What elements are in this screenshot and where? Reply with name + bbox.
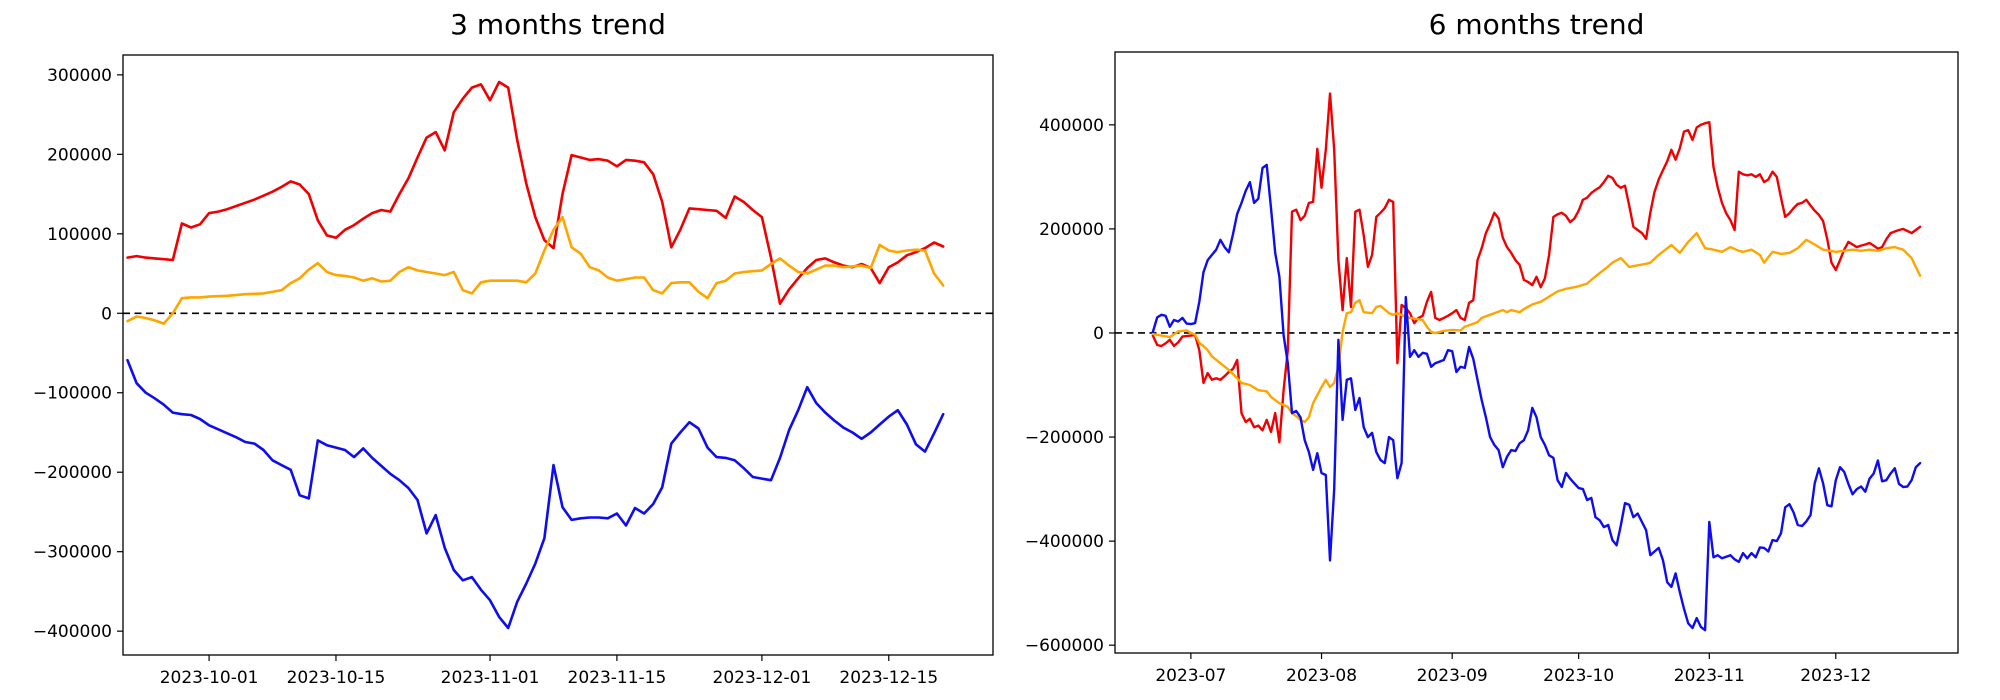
x-tick-label: 2023-12 bbox=[1800, 666, 1871, 686]
x-tick-label: 2023-10-01 bbox=[160, 668, 259, 688]
x-tick-label: 2023-11-15 bbox=[568, 668, 667, 688]
plot-border bbox=[122, 54, 994, 656]
y-tick-label: −600000 bbox=[1025, 636, 1104, 656]
chart-title-6-months: 6 months trend bbox=[1428, 8, 1645, 41]
x-tick-label: 2023-09 bbox=[1417, 666, 1488, 686]
x-tick-label: 2023-07 bbox=[1155, 666, 1226, 686]
x-tick-label: 2023-08 bbox=[1286, 666, 1357, 686]
x-tick-label: 2023-12-15 bbox=[839, 668, 938, 688]
y-tick-label: 200000 bbox=[47, 145, 112, 165]
series-line-orange-chart1 bbox=[1151, 231, 1922, 424]
y-tick-label: 300000 bbox=[47, 66, 112, 86]
plot-border bbox=[1114, 51, 1959, 654]
series-line-red-chart0 bbox=[126, 80, 945, 306]
y-tick-label: −400000 bbox=[1025, 532, 1104, 552]
y-tick-label: 0 bbox=[101, 304, 112, 324]
x-tick-label: 2023-10-15 bbox=[287, 668, 386, 688]
y-tick-label: −200000 bbox=[33, 463, 112, 483]
y-tick-label: −200000 bbox=[1025, 428, 1104, 448]
series-line-orange-chart0 bbox=[126, 215, 945, 325]
x-tick-label: 2023-10 bbox=[1543, 666, 1614, 686]
y-tick-label: −300000 bbox=[33, 543, 112, 563]
series-line-red-chart1 bbox=[1151, 92, 1922, 444]
x-tick-label: 2023-11-01 bbox=[441, 668, 540, 688]
y-tick-label: 100000 bbox=[47, 225, 112, 245]
y-tick-label: 400000 bbox=[1039, 116, 1104, 136]
y-tick-label: 0 bbox=[1093, 324, 1104, 344]
x-tick-label: 2023-12-01 bbox=[713, 668, 812, 688]
x-tick-label: 2023-11 bbox=[1674, 666, 1745, 686]
y-tick-label: −100000 bbox=[33, 384, 112, 404]
y-tick-label: −400000 bbox=[33, 622, 112, 642]
y-tick-label: 200000 bbox=[1039, 220, 1104, 240]
chart-title-3-months: 3 months trend bbox=[450, 8, 666, 41]
series-line-blue-chart0 bbox=[126, 358, 945, 630]
series-line-blue-chart1 bbox=[1151, 163, 1922, 632]
